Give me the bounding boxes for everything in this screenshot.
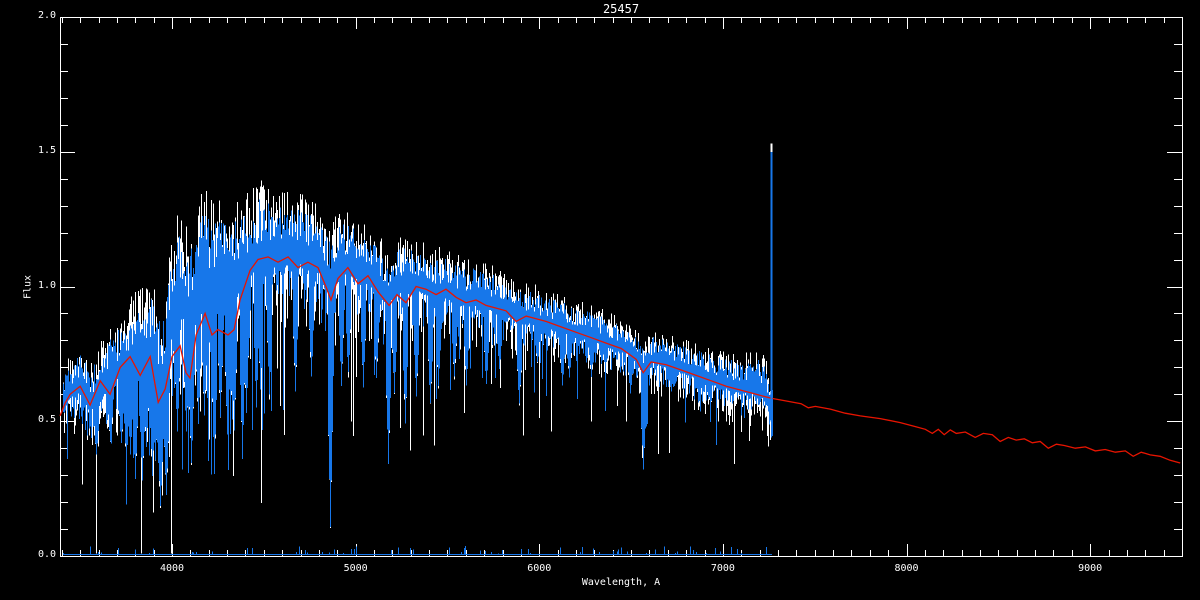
- x-axis-title: Wavelength, A: [581, 577, 661, 588]
- zero-level-spectrum: [63, 545, 772, 555]
- x-tick-label: 9000: [1078, 563, 1103, 574]
- model-spectrum: [59, 256, 1181, 464]
- y-tick-label: 2.0: [37, 10, 56, 21]
- x-tick-label: 5000: [343, 563, 368, 574]
- y-tick-label: 1.0: [37, 279, 56, 291]
- y-tick-label: 0.0: [37, 549, 56, 560]
- y-tick-label: 1.5: [37, 144, 56, 156]
- x-tick-label: 6000: [527, 563, 552, 574]
- chart-title: 25457: [602, 2, 640, 16]
- plot-frame: [60, 17, 1183, 557]
- x-tick-label: 8000: [894, 563, 919, 574]
- observed-spectrum: [63, 199, 773, 527]
- y-tick-label: 0.5: [37, 414, 56, 426]
- x-tick-label: 4000: [159, 563, 185, 574]
- x-tick-label: 7000: [710, 563, 735, 574]
